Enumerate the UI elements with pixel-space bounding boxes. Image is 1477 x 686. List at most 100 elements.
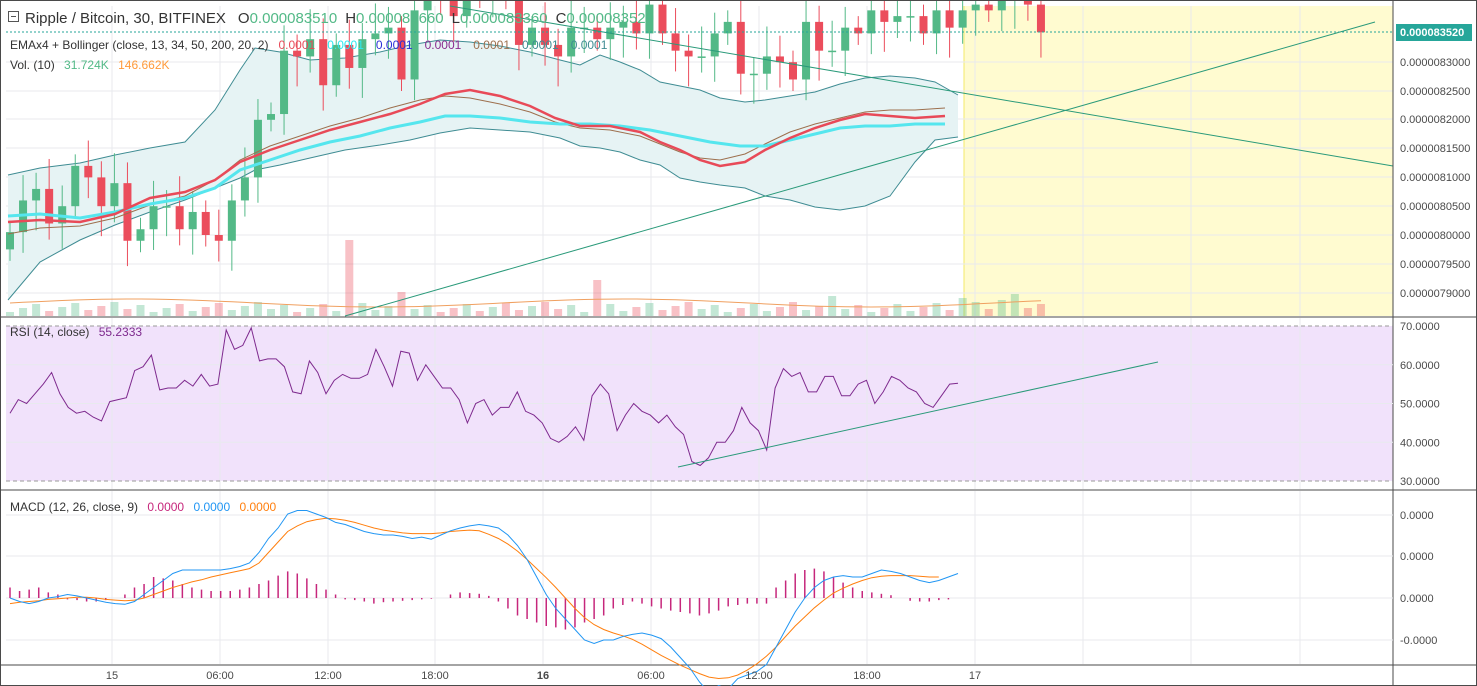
volume-bar [528, 306, 536, 316]
volume-bar [919, 307, 928, 316]
volume-bar [423, 305, 432, 316]
last-price-tag [1396, 24, 1472, 41]
ema-bb-value-5: 0.0001 [473, 38, 510, 52]
candle-body [397, 27, 406, 80]
ema-13-line [7, 88, 946, 224]
candle-body [97, 177, 106, 207]
volume-bar [815, 306, 824, 316]
volume-bar [306, 308, 315, 316]
candle-body [632, 21, 641, 34]
volume-bar [567, 305, 576, 316]
volume-bar [319, 304, 328, 316]
volume-bar [45, 311, 54, 316]
candle-body [214, 235, 223, 241]
candle-body [762, 56, 771, 74]
ohlc-key-h: H [345, 10, 357, 27]
candle-body [723, 21, 732, 34]
volume-bar [789, 302, 797, 316]
candle-body [958, 10, 967, 28]
price-tick-label: 0.0000079500 [1400, 259, 1470, 271]
macd-tick-label: 0.0000 [1400, 551, 1434, 563]
volume-value-2: 146.662K [118, 58, 170, 72]
macd-line [9, 510, 959, 686]
price-tick-label: 0.0000079000 [1400, 288, 1470, 300]
volume-bar [110, 302, 119, 316]
candle-body [71, 165, 80, 207]
candle-body [253, 119, 262, 178]
time-tick-label: 15 [106, 670, 118, 682]
time-tick-label: 12:00 [314, 670, 342, 682]
volume-bar [580, 312, 589, 316]
volume-ma-line [9, 298, 1042, 308]
ema-bb-values: 0.0001 0.0001 0.0001 0.0001 0.0001 0.0001 0.00… [268, 38, 607, 52]
macd-value-2: 0.0000 [193, 500, 231, 514]
volume-label: Vol. (10) [10, 58, 55, 72]
bollinger-fill [8, 40, 958, 300]
rsi-label: RSI (14, close) [10, 325, 90, 339]
volume-bar [971, 302, 980, 316]
candle-body [984, 4, 993, 11]
volume-bar [501, 303, 510, 316]
candle-body [319, 39, 328, 86]
time-tick-label: 06:00 [637, 670, 665, 682]
legend-rsi: RSI (14, close) 55.2333 [10, 325, 142, 339]
volume-bar [554, 309, 563, 316]
volume-bar [488, 307, 497, 316]
candle-body [462, 0, 471, 17]
candle-body [789, 62, 797, 80]
minus-square-icon[interactable] [8, 11, 19, 22]
candle-body [775, 56, 784, 63]
candle-body [736, 21, 745, 74]
candle-body [84, 165, 93, 178]
volume-bar [123, 309, 132, 316]
candle-body [110, 183, 119, 207]
time-tick-label: 12:00 [745, 670, 773, 682]
rsi-line [9, 326, 959, 467]
volume-bar [619, 311, 628, 316]
candle-body [697, 56, 706, 58]
last-price-label: 0.000083520 [1400, 27, 1464, 39]
candle-body [906, 16, 915, 18]
rsi-tick-label: 50.0000 [1400, 399, 1440, 411]
candle-body [514, 0, 523, 45]
ohlc-values: O0.000083510 H0.000083660 L0.000083360 C0.0… [238, 10, 654, 27]
volume-bar [71, 303, 80, 316]
volume-bar [684, 302, 693, 316]
volume-bar [201, 307, 210, 316]
volume-bar [723, 312, 732, 316]
volume-bar [593, 280, 602, 316]
candle-body [175, 206, 184, 230]
ema-bb-value-2: 0.0001 [327, 38, 364, 52]
ohlc-key-l: L [451, 10, 460, 27]
candle-body [384, 27, 393, 34]
candle-body [841, 27, 850, 51]
candle-body [371, 33, 380, 40]
volume-bar [462, 304, 471, 316]
price-tick-label: 0.0000081500 [1400, 143, 1470, 155]
volume-bar [1036, 304, 1045, 316]
rsi-tick-label: 60.0000 [1400, 360, 1440, 372]
time-tick-label: 18:00 [853, 670, 881, 682]
candle-body [345, 44, 354, 68]
ohlc-key-c: C [555, 10, 567, 27]
volume-bar [541, 302, 550, 316]
candle-body [567, 27, 576, 57]
ema-bb-value-4: 0.0001 [424, 38, 462, 52]
ohlc-value-c: 0.000083520 [566, 10, 654, 27]
candle-body [867, 10, 876, 34]
candle-body [188, 211, 197, 230]
candle-body [815, 21, 824, 51]
volume-bar [475, 311, 484, 316]
candle-body [802, 21, 811, 80]
volume-bar [658, 310, 667, 316]
volume-bar [227, 310, 236, 316]
volume-value-1: 31.724K [64, 58, 109, 72]
candle-body [880, 10, 889, 22]
volume-bar [384, 306, 393, 316]
candle-body [658, 4, 667, 34]
ema-bb-value-1: 0.0001 [278, 38, 316, 52]
volume-bar [749, 304, 758, 316]
volume-bar [762, 311, 771, 316]
